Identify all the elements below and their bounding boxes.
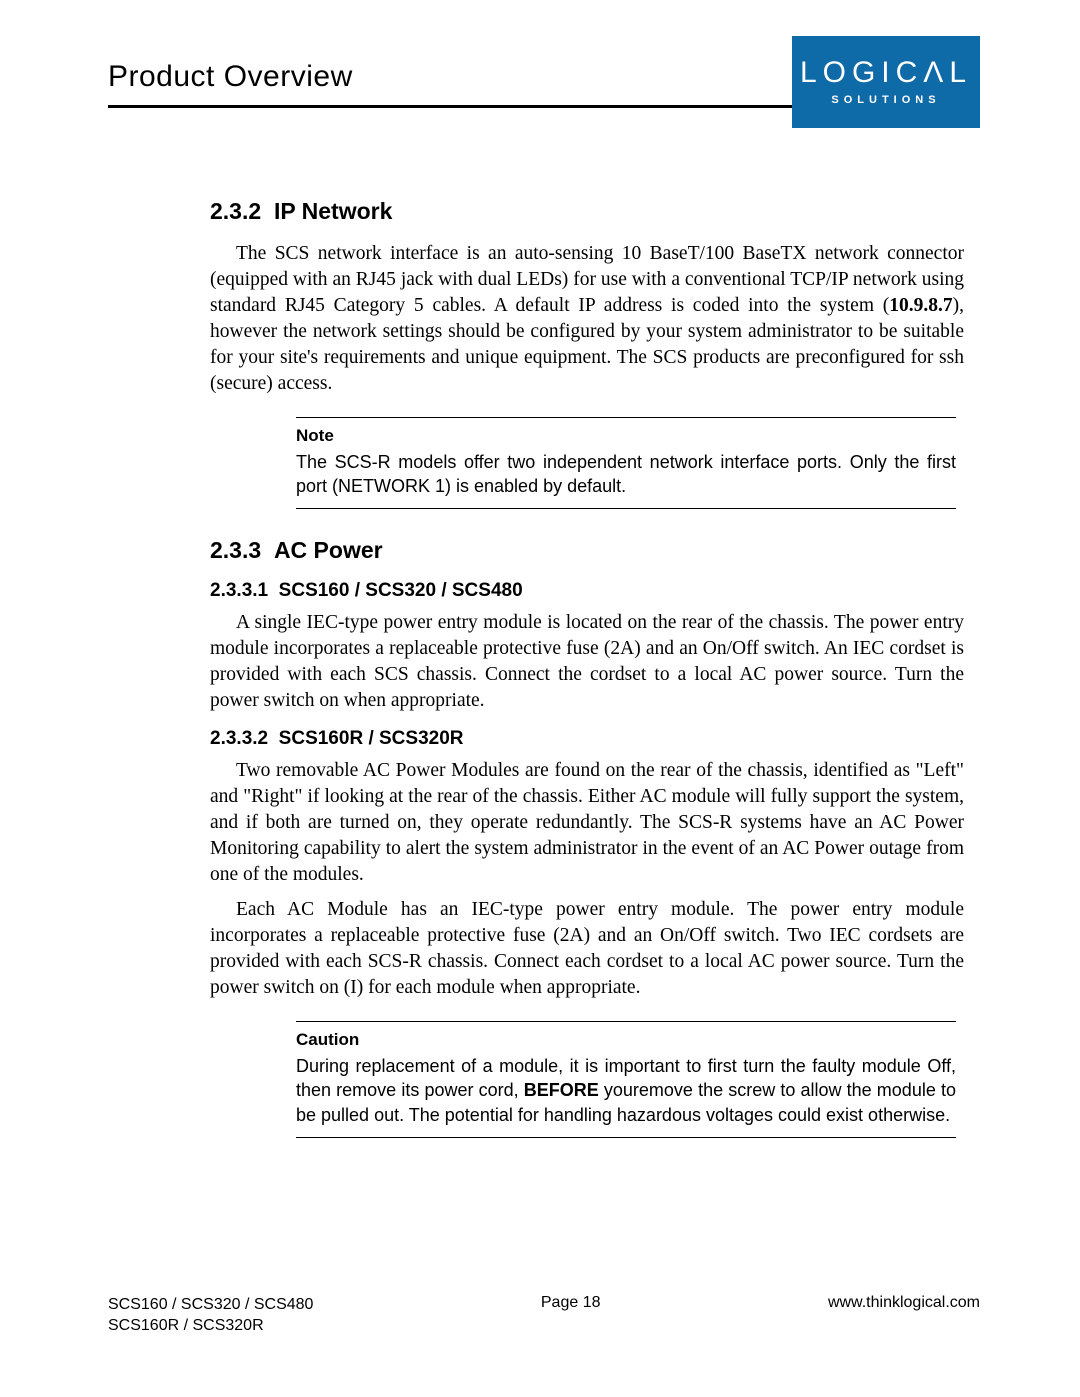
caution-callout: Caution During replacement of a module, … bbox=[296, 1021, 956, 1138]
logo-main-text: LOGICΛL bbox=[800, 58, 972, 88]
subsection-title: SCS160R / SCS320R bbox=[279, 728, 464, 749]
page-header: Product Overview LOGICΛL SOLUTIONS bbox=[108, 48, 980, 108]
default-ip-bold: 10.9.8.7 bbox=[889, 295, 952, 316]
page-title: Product Overview bbox=[108, 48, 353, 94]
caution-bold: BEFORE bbox=[524, 1080, 599, 1100]
footer-url: www.thinklogical.com bbox=[828, 1294, 980, 1312]
ac-power-sub2-body2: Each AC Module has an IEC-type power ent… bbox=[210, 897, 964, 1001]
footer-left-line2: SCS160R / SCS320R bbox=[108, 1315, 313, 1337]
section-title: IP Network bbox=[274, 198, 392, 224]
section-number: 2.3.2 bbox=[210, 198, 261, 224]
note-callout: Note The SCS-R models offer two independ… bbox=[296, 417, 956, 510]
ac-power-sub1-body: A single IEC-type power entry module is … bbox=[210, 610, 964, 714]
subsection-heading-2: 2.3.3.2 SCS160R / SCS320R bbox=[210, 728, 964, 750]
section-heading-ip-network: 2.3.2 IP Network bbox=[210, 198, 964, 225]
caution-title: Caution bbox=[296, 1030, 956, 1050]
subsection-number: 2.3.3.2 bbox=[210, 728, 268, 749]
ac-power-sub2-body1: Two removable AC Power Modules are found… bbox=[210, 758, 964, 888]
footer-page-number: Page 18 bbox=[313, 1294, 827, 1312]
paragraph-pre: The SCS network interface is an auto-sen… bbox=[210, 243, 964, 316]
subsection-title: SCS160 / SCS320 / SCS480 bbox=[279, 580, 523, 601]
section-heading-ac-power: 2.3.3 AC Power bbox=[210, 537, 964, 564]
page-footer: SCS160 / SCS320 / SCS480 SCS160R / SCS32… bbox=[108, 1294, 980, 1337]
footer-left-line1: SCS160 / SCS320 / SCS480 bbox=[108, 1294, 313, 1316]
content-area: 2.3.2 IP Network The SCS network interfa… bbox=[108, 198, 980, 1138]
subsection-number: 2.3.3.1 bbox=[210, 580, 268, 601]
note-body: The SCS-R models offer two independent n… bbox=[296, 450, 956, 499]
caution-body: During replacement of a module, it is im… bbox=[296, 1054, 956, 1127]
footer-product-models: SCS160 / SCS320 / SCS480 SCS160R / SCS32… bbox=[108, 1294, 313, 1337]
logo: LOGICΛL SOLUTIONS bbox=[792, 36, 980, 128]
section-title: AC Power bbox=[274, 537, 383, 563]
logo-sub-text: SOLUTIONS bbox=[831, 94, 940, 106]
note-title: Note bbox=[296, 426, 956, 446]
ip-network-paragraph: The SCS network interface is an auto-sen… bbox=[210, 241, 964, 397]
section-number: 2.3.3 bbox=[210, 537, 261, 563]
subsection-heading-1: 2.3.3.1 SCS160 / SCS320 / SCS480 bbox=[210, 580, 964, 602]
